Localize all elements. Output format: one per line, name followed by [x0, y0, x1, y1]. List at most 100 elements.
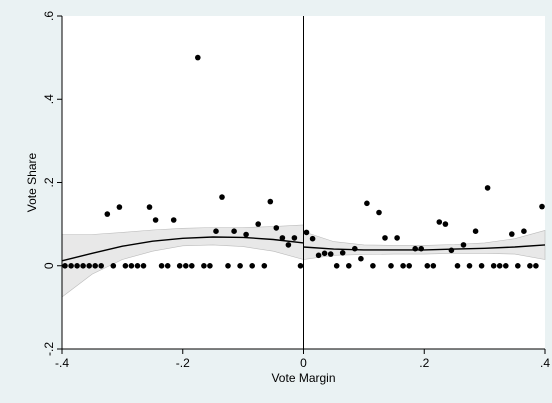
data-point [146, 204, 153, 210]
data-point [454, 263, 461, 269]
data-point [86, 263, 92, 269]
y-tick-label: .4 [42, 94, 56, 104]
y-axis-ticks: -.2 0 .2 .4 .6 [42, 11, 62, 356]
data-point [80, 263, 86, 269]
x-axis-label: Vote Margin [271, 371, 335, 385]
data-point [352, 245, 358, 252]
data-point [418, 245, 425, 252]
data-point [68, 263, 74, 269]
data-point [406, 263, 413, 269]
data-point [503, 263, 509, 269]
data-point [460, 242, 467, 248]
y-tick-label: .6 [42, 11, 56, 21]
data-point [158, 263, 165, 269]
x-tick-label: .4 [540, 356, 550, 370]
data-point [430, 263, 437, 269]
data-point [466, 263, 473, 269]
data-point [183, 263, 189, 269]
data-point [533, 263, 539, 269]
data-point [74, 263, 80, 269]
fit-line-right [303, 244, 546, 251]
data-point [358, 255, 364, 262]
data-point [388, 263, 394, 269]
data-point [219, 194, 225, 200]
data-point [201, 263, 207, 269]
confidence-band-right [303, 230, 546, 260]
data-point [400, 263, 406, 269]
data-point [346, 263, 352, 269]
data-point [140, 263, 147, 269]
data-point [327, 251, 334, 257]
data-points [62, 54, 545, 269]
data-point [490, 263, 497, 269]
data-point [122, 263, 129, 269]
data-point [321, 250, 328, 257]
data-point [539, 203, 545, 210]
data-point [382, 235, 388, 241]
data-point [484, 185, 491, 191]
data-point [509, 231, 515, 237]
data-point [164, 263, 171, 269]
data-point [152, 217, 159, 223]
data-point [243, 231, 249, 238]
data-point [261, 263, 268, 269]
fit-lines [61, 236, 546, 262]
data-point [527, 263, 533, 269]
data-point [189, 263, 195, 269]
data-point [472, 228, 479, 234]
data-point [333, 263, 340, 269]
x-axis-ticks: -.4 -.2 0 .2 .4 [55, 349, 550, 370]
data-point [515, 263, 521, 269]
data-point [104, 211, 111, 217]
data-point [424, 263, 431, 269]
y-axis-label: Vote Share [25, 152, 39, 212]
x-tick-label: 0 [300, 356, 307, 370]
data-point [394, 235, 400, 241]
data-point [285, 242, 292, 248]
x-tick-label: -.2 [176, 356, 190, 370]
y-tick-label: .2 [42, 177, 56, 187]
data-point [231, 228, 237, 234]
fit-line-left [61, 236, 304, 262]
data-point [291, 235, 298, 241]
data-point [195, 54, 201, 61]
data-point [376, 209, 382, 216]
data-point [237, 263, 243, 269]
y-tick-label: 0 [42, 262, 56, 269]
data-point [110, 263, 117, 269]
data-point [496, 263, 503, 269]
data-point [370, 263, 376, 269]
data-point [134, 263, 141, 269]
data-point [315, 252, 322, 259]
data-point [478, 263, 485, 269]
data-point [412, 245, 419, 252]
data-point [128, 263, 135, 269]
data-point [339, 250, 346, 256]
data-point [279, 235, 286, 241]
data-point [267, 198, 274, 205]
x-tick-label: .2 [419, 356, 429, 370]
data-point [303, 229, 310, 236]
data-point [225, 263, 231, 269]
data-point [273, 225, 280, 231]
data-point [98, 263, 104, 269]
data-point [436, 219, 443, 225]
y-tick-label: -.2 [42, 342, 56, 356]
data-point [176, 263, 183, 269]
data-point [249, 263, 255, 269]
data-point [62, 263, 68, 269]
data-point [297, 263, 304, 269]
data-point [442, 221, 449, 227]
data-point [207, 263, 213, 269]
data-point [448, 247, 455, 254]
data-point [364, 200, 370, 207]
data-point [521, 228, 527, 234]
data-point [92, 263, 98, 269]
x-tick-label: -.4 [55, 356, 69, 370]
data-point [116, 204, 123, 210]
data-point [213, 228, 219, 234]
data-point [309, 235, 316, 242]
data-point [255, 221, 261, 227]
data-point [170, 217, 177, 223]
